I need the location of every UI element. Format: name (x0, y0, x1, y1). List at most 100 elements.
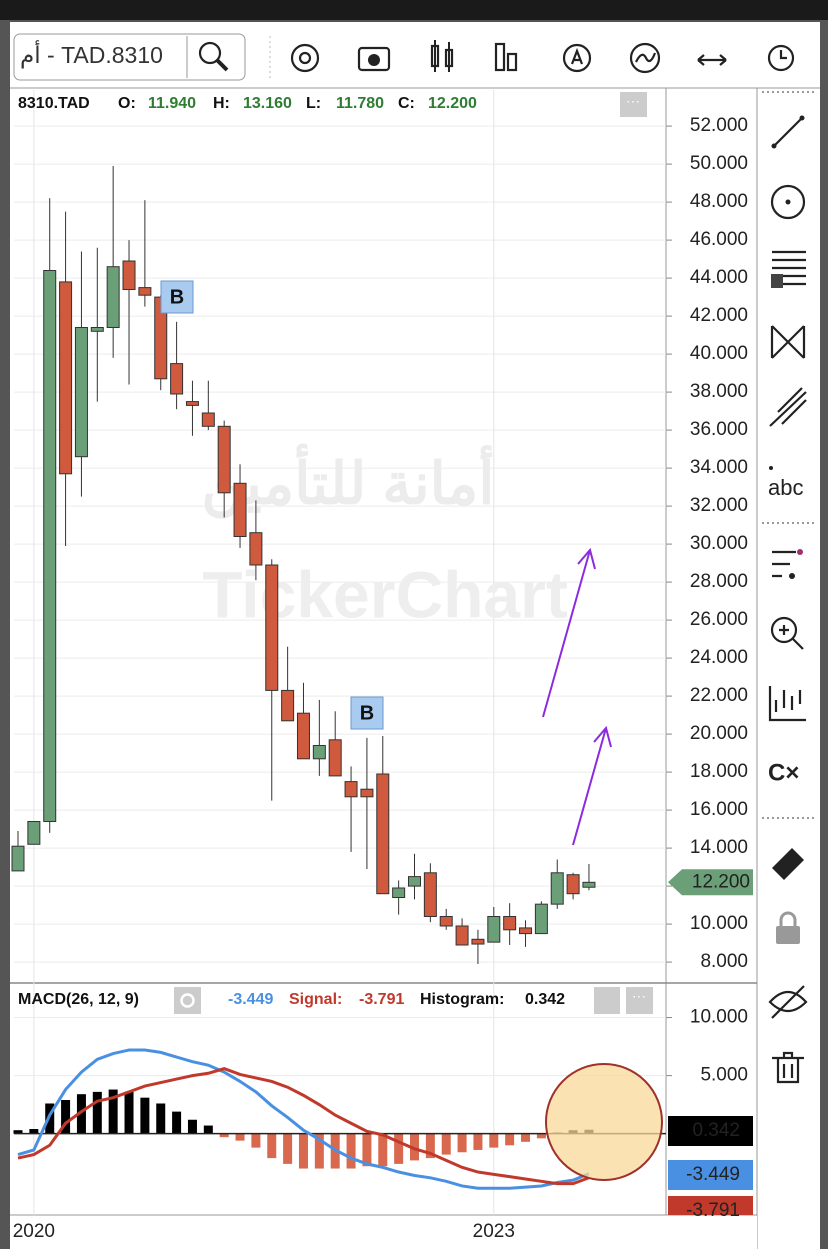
measure-tool[interactable] (768, 686, 806, 722)
last-price-label: 12.200 (692, 871, 750, 892)
candle-body (471, 938, 485, 945)
delete[interactable] (772, 1051, 804, 1084)
y-tick-label: 20.000 (690, 723, 748, 744)
y-tick-label: 36.000 (690, 419, 748, 440)
signal-marker (160, 280, 194, 314)
annotation-arrow (542, 549, 591, 718)
macd-title: MACD (18, 991, 66, 1008)
candle-body (138, 287, 152, 296)
indicator-icon[interactable] (629, 42, 661, 74)
histogram-bar (92, 1091, 102, 1134)
histogram-bar (298, 1133, 308, 1169)
histogram-bar (108, 1089, 118, 1134)
pitchfork-tool[interactable] (769, 387, 807, 427)
histogram-bar (235, 1133, 245, 1141)
value-badge-label: 0.342 (692, 1120, 740, 1141)
histogram-bar (172, 1111, 182, 1134)
histogram-bar (505, 1133, 515, 1146)
candle-body (281, 689, 295, 722)
text-tool-dot (769, 466, 773, 470)
watermark: TickerChart (202, 557, 568, 631)
auto-icon[interactable] (562, 43, 592, 73)
bars-icon[interactable] (494, 42, 518, 72)
fib-tool[interactable] (771, 250, 806, 288)
candle-body (503, 916, 517, 931)
value-badge (668, 1116, 753, 1146)
clear-indicators[interactable]: C× (768, 759, 799, 786)
histogram-bar (536, 1133, 546, 1139)
candle-body (360, 788, 374, 798)
histogram-name: Histogram: (420, 991, 504, 1008)
candle-body (534, 903, 548, 935)
ohlc-value: 13.160 (243, 95, 292, 112)
candle-body (423, 872, 437, 917)
draw-mode[interactable] (772, 848, 804, 880)
hide[interactable] (768, 985, 808, 1019)
histogram-bar (425, 1133, 435, 1159)
candle-body (487, 916, 501, 943)
ohlc-value: 12.200 (428, 95, 477, 112)
lock[interactable] (776, 911, 800, 944)
chart-type-icon[interactable] (430, 40, 454, 72)
ohlc-value: 11.780 (336, 95, 384, 112)
histogram-bar (521, 1133, 531, 1142)
line-tool[interactable] (771, 115, 805, 149)
macd-line (17, 1067, 590, 1186)
candle-body (455, 925, 469, 946)
camera-icon[interactable] (357, 46, 391, 72)
value-badge-label: -3.449 (686, 1164, 740, 1185)
pattern-tool[interactable] (770, 325, 806, 359)
text-tool[interactable]: abc (768, 475, 803, 500)
y-tick-label: 28.000 (690, 571, 748, 592)
macd-line (17, 1048, 590, 1190)
watermark: أمانة للتأمين (202, 441, 495, 519)
fit-icon[interactable] (697, 54, 727, 66)
candle-body (43, 270, 57, 822)
histogram-bar (267, 1133, 277, 1159)
clock-icon[interactable] (767, 44, 795, 72)
macd-readout: -3.449 (228, 991, 273, 1008)
histogram-bar (13, 1130, 23, 1134)
candle-body (566, 874, 580, 895)
indicator-tool[interactable] (772, 549, 803, 579)
histogram-bar (251, 1133, 261, 1148)
ohlc-label: L: (306, 95, 321, 112)
value-badge-label: -3.791 (686, 1200, 740, 1221)
ohlc-value: 11.940 (148, 95, 196, 112)
menu-button[interactable] (626, 987, 653, 1014)
search-text: أم - TAD.8310 (20, 40, 163, 69)
y-tick-label: 44.000 (690, 267, 748, 288)
menu-dots: ··· (632, 988, 646, 1004)
histogram-bar (219, 1133, 229, 1138)
histogram-bar (362, 1133, 372, 1167)
menu-button[interactable] (620, 92, 647, 117)
histogram-readout: 0.342 (525, 991, 565, 1008)
y-tick-label: 42.000 (690, 305, 748, 326)
y-tick-label: 24.000 (690, 647, 748, 668)
zoom-tool[interactable] (770, 616, 804, 650)
circle-tool[interactable] (770, 184, 806, 220)
x-tick-label: 2023 (473, 1221, 515, 1242)
settings-button[interactable] (174, 987, 201, 1014)
search-icon[interactable] (198, 41, 229, 72)
axis-strip (10, 1216, 757, 1249)
ohlc-label: O: (118, 95, 136, 112)
settings-icon[interactable] (290, 43, 320, 73)
candle-body (408, 876, 421, 887)
annotation-arrowhead (593, 725, 612, 748)
y-tick-label: 10.000 (690, 1007, 748, 1028)
x-tick-label: 2020 (13, 1221, 55, 1242)
candle-body (392, 887, 406, 898)
histogram-bar (314, 1133, 324, 1169)
candle-body (439, 916, 453, 927)
candle-body (265, 564, 279, 691)
value-badge (668, 1196, 753, 1215)
histogram-bar (61, 1100, 71, 1134)
maximize-button[interactable] (594, 987, 620, 1014)
signal-label: B (360, 702, 374, 724)
y-tick-label: 40.000 (690, 343, 748, 364)
candle-body (122, 260, 136, 290)
y-tick-label: 34.000 (690, 457, 748, 478)
histogram-bar (203, 1125, 213, 1134)
